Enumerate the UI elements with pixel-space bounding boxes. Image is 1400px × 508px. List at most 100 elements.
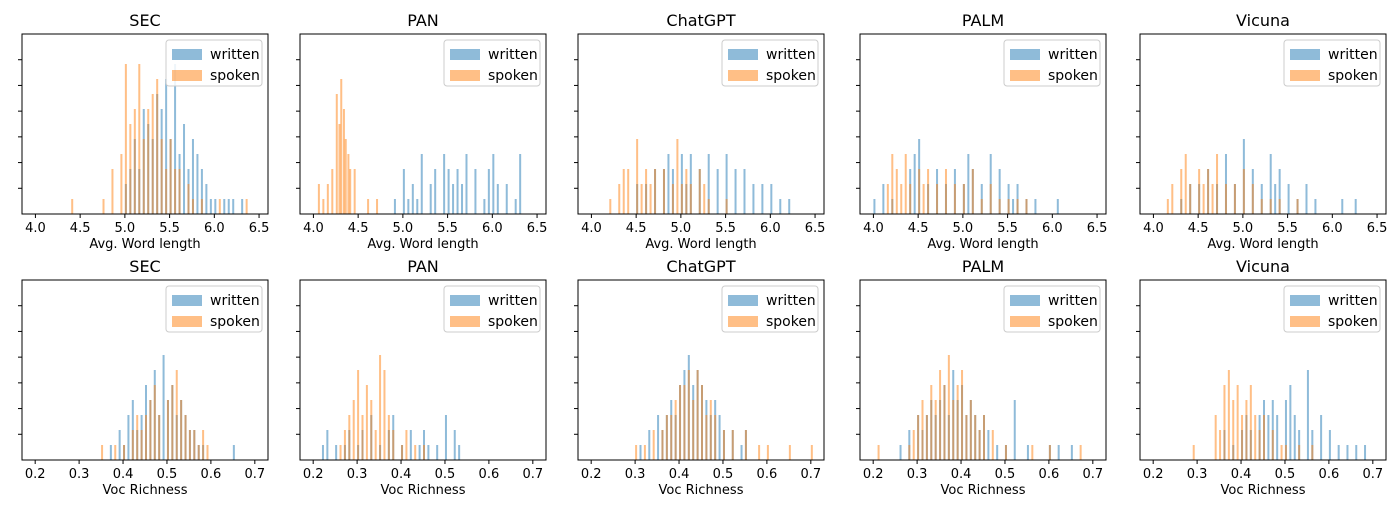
histogram-bar [392,430,395,460]
histogram-bar [692,400,695,460]
histogram-bar [1263,415,1265,460]
histogram-bar [184,415,187,460]
x-tick-label: 5.0 [1233,221,1254,236]
histogram-bar [114,445,117,460]
histogram-bar [434,169,437,214]
histogram-bar [698,169,701,214]
histogram-bar [944,169,947,214]
histogram-bar [913,154,916,214]
histogram-panel-2: PAN 4.0 4.5 5.0 5.5 6.0 6.5 Avg. Word length wri… [296,11,548,252]
histogram-bar [947,355,950,460]
histogram-bar [423,445,425,460]
histogram-bar [1298,445,1301,460]
histogram-bar [1013,400,1016,460]
histogram-bar [989,184,992,214]
x-tick-label: 4.0 [25,221,46,236]
histogram-bar [996,445,999,460]
histogram-bar [645,169,648,214]
axes-frame [1139,279,1387,461]
x-tick-label: 0.6 [1039,467,1060,482]
histogram-bar [953,184,956,214]
histogram-bar [1280,445,1283,460]
histogram-bar [102,199,105,214]
x-axis-label: Voc Richness [941,483,1026,498]
histogram-bar [670,415,673,460]
panel-title: ChatGPT [666,257,735,276]
x-tick-label: 0.4 [951,467,972,482]
x-tick-label: 6.0 [204,221,225,236]
x-tick-label: 0.3 [625,467,646,482]
histogram-bar [936,184,939,214]
histogram-bar [930,385,933,460]
histogram-bar [124,64,127,214]
histogram-bar [627,169,630,214]
legend-swatch-written [172,295,202,306]
histogram-bar [160,139,163,214]
histogram-bar [939,370,942,460]
histogram-bar [740,445,743,460]
histogram-bar [635,445,638,460]
histogram-bar [788,199,791,214]
histogram-bar [707,199,710,214]
x-tick-label: 5.5 [1277,221,1298,236]
x-tick-label: 4.0 [1143,221,1164,236]
legend-swatch-written [450,49,480,60]
histogram-bar [649,184,652,214]
histogram-bar [118,430,121,460]
x-tick-label: 0.4 [1231,467,1252,482]
histogram-bar [1355,445,1358,460]
histogram-bar [705,415,708,460]
x-tick-label: 4.0 [303,221,324,236]
histogram-bar [357,370,360,460]
histogram-bar [232,199,235,214]
axes-frame [859,33,1107,215]
x-tick-label: 0.3 [1187,467,1208,482]
x-axis-label: Avg. Word length [645,237,756,252]
histogram-bar [921,400,924,460]
histogram-bar [178,169,181,214]
histogram-bar [123,445,126,460]
written-series [321,415,461,460]
histogram-bar [689,184,692,214]
legend-swatch-written [728,295,758,306]
x-tick-label: 6.5 [527,221,548,236]
histogram-bar [788,445,791,460]
x-tick-label: 5.5 [437,221,458,236]
histogram-bar [873,199,876,214]
histogram-bar [353,169,356,214]
histogram-bar [714,415,717,460]
histogram-bar [980,199,983,214]
histogram-bar [1269,199,1272,214]
legend: written spoken [443,285,541,333]
histogram-bar [393,199,396,214]
histogram-bar [657,415,660,460]
legend: written spoken [165,285,263,333]
histogram-bar [1284,445,1287,460]
histogram-bar [402,169,405,214]
histogram-bar [1207,169,1210,214]
histogram-bar [1171,184,1174,214]
histogram-bar [347,154,350,214]
histogram-panel-5: Vicuna 4.0 4.5 5.0 5.5 6.0 6.5 Avg. Word length… [1136,11,1387,252]
histogram-bar [1314,199,1317,214]
histogram-bar [200,169,203,214]
histogram-bar [1306,370,1309,460]
histogram-bar [1251,184,1254,214]
histogram-bar [743,169,746,214]
histogram-panel-6: SEC 0.2 0.3 0.4 0.5 0.6 0.7 Voc Richness written… [18,257,269,498]
histogram-bar [725,199,728,214]
histogram-bar [416,199,419,214]
histogram-bar [1079,445,1082,460]
histogram-bar [317,184,320,214]
histogram-bar [101,445,104,460]
x-tick-label: 6.0 [760,221,781,236]
histogram-bar [340,79,343,214]
legend-swatch-spoken [450,316,480,327]
histogram-bar [127,415,130,460]
histogram-bar [1192,445,1195,460]
legend-swatch-spoken [172,316,202,327]
legend: written spoken [721,39,819,87]
histogram-bar [187,184,190,214]
histogram-bar [652,430,655,460]
x-tick-label: 0.5 [995,467,1016,482]
